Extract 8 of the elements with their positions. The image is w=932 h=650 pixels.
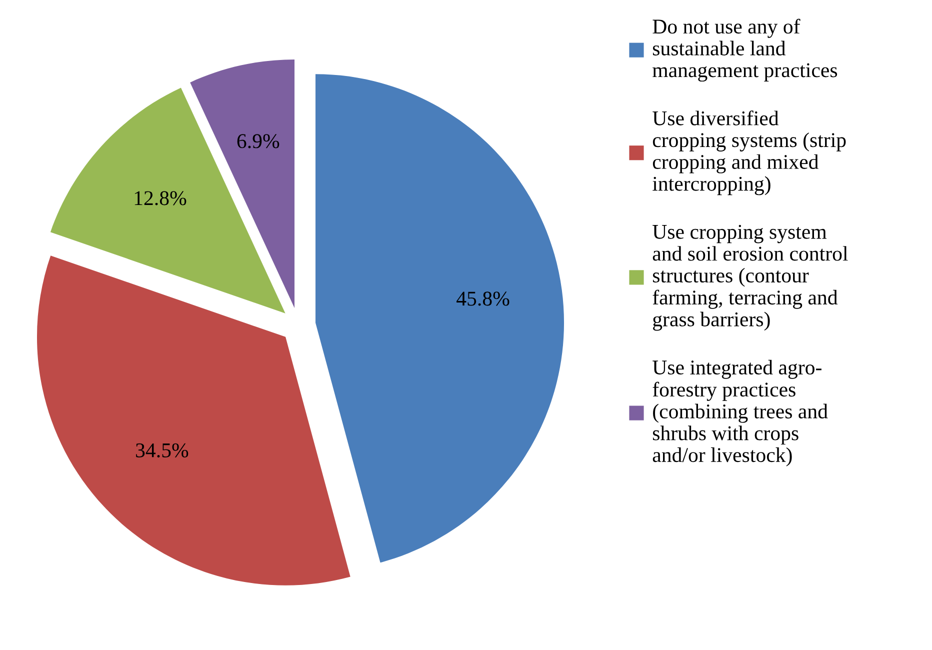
- legend-label: Use integrated agro- forestry practices (combining trees and shrubs with crops and/or livestock): [652, 360, 828, 466]
- data-label: 6.9%: [237, 134, 280, 148]
- legend-label: Use cropping system and soil erosion control structures (contour farming, terracing and grass barriers): [652, 224, 848, 331]
- data-label: 34.5%: [136, 443, 188, 458]
- legend-label: Do not use any of sustainable land management practices: [652, 18, 838, 82]
- data-label: 45.8%: [456, 292, 510, 306]
- data-label: 12.8%: [134, 191, 186, 206]
- legend-label: Use diversified cropping systems (strip cropping and mixed intercropping): [652, 110, 846, 196]
